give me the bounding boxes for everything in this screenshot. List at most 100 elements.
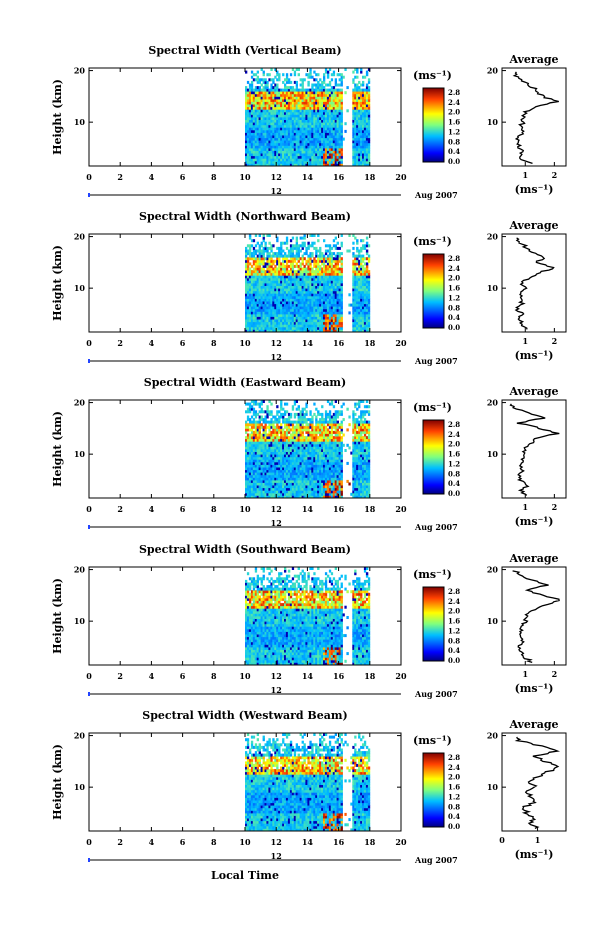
heatmap-cell <box>266 277 269 281</box>
heatmap-cell <box>291 290 295 294</box>
heatmap-cell <box>266 270 269 274</box>
heatmap-cell <box>266 80 269 84</box>
heatmap-cell <box>274 418 277 422</box>
heatmap-cell <box>352 301 355 305</box>
heatmap-cell <box>280 400 283 403</box>
heatmap-cell <box>358 145 361 149</box>
heatmap-cell <box>309 306 312 310</box>
heatmap-cell <box>309 114 312 118</box>
heatmap-cell <box>289 280 293 284</box>
heatmap-cell <box>245 420 248 424</box>
heatmap-cell <box>245 246 248 250</box>
heatmap-cell <box>246 160 250 164</box>
heatmap-cell <box>276 119 279 123</box>
heatmap-cell <box>258 446 261 450</box>
heatmap-cell <box>258 96 261 100</box>
heatmap-cell <box>248 469 252 473</box>
heatmap-cell <box>278 124 281 128</box>
heatmap-cell <box>305 137 308 141</box>
heatmap-cell <box>352 135 355 139</box>
heatmap-cell <box>262 459 265 463</box>
heatmap-cell <box>256 142 259 146</box>
heatmap-cell <box>307 308 310 312</box>
heatmap-cell <box>321 142 324 146</box>
heatmap-cell <box>262 293 265 297</box>
heatmap-cell <box>262 324 265 328</box>
heatmap-cell <box>317 135 320 139</box>
heatmap-cell <box>285 306 289 310</box>
heatmap-cell <box>289 137 293 141</box>
heatmap-cell <box>295 137 298 141</box>
heatmap-cell <box>328 252 332 256</box>
heatmap-cell <box>287 459 291 463</box>
heatmap-cell <box>266 456 269 460</box>
heatmap-cell <box>262 438 265 442</box>
heatmap-cell <box>258 124 261 128</box>
heatmap-cell <box>315 83 318 87</box>
heatmap-cell <box>245 272 248 276</box>
heatmap-cell <box>284 163 287 167</box>
heatmap-cell <box>254 129 258 133</box>
heatmap-cell <box>278 137 281 141</box>
heatmap-cell <box>264 127 267 131</box>
heatmap-cell <box>274 303 277 307</box>
heatmap-cell <box>311 270 314 274</box>
heatmap-cell <box>264 420 267 424</box>
heatmap-cell <box>299 285 302 289</box>
heatmap-cell <box>326 124 330 128</box>
heatmap-cell <box>287 285 291 289</box>
heatmap-cell <box>340 326 343 330</box>
heatmap-cell <box>340 129 343 133</box>
heatmap-cell <box>266 129 269 133</box>
heatmap-cell <box>289 485 293 489</box>
heatmap-cell <box>262 492 265 496</box>
heatmap-cell <box>248 280 252 284</box>
heatmap-cell <box>293 101 297 105</box>
heatmap-cell <box>352 132 355 136</box>
heatmap-cell <box>338 326 341 330</box>
heatmap-cell <box>266 487 269 491</box>
heatmap-cell <box>365 135 369 139</box>
heatmap-cell <box>280 153 283 157</box>
heatmap-cell <box>276 324 279 328</box>
heatmap-cell <box>250 252 254 256</box>
heatmap-cell <box>340 114 343 118</box>
heatmap-cell <box>354 283 357 286</box>
heatmap-cell <box>246 464 250 468</box>
heatmap-cell <box>280 482 283 486</box>
heatmap-cell <box>262 236 265 240</box>
heatmap-cell <box>293 106 297 110</box>
heatmap-cell <box>252 474 256 478</box>
heatmap-cell <box>293 147 297 151</box>
heatmap-cell <box>303 91 306 95</box>
heatmap-cell <box>321 122 324 126</box>
heatmap-cell <box>256 280 259 284</box>
heatmap-cell <box>252 456 256 460</box>
heatmap-cell <box>299 153 302 157</box>
heatmap-cell <box>297 492 300 496</box>
heatmap-cell <box>266 93 269 97</box>
heatmap-cell <box>252 137 256 141</box>
heatmap-cell <box>328 246 332 250</box>
heatmap-cell <box>291 311 295 315</box>
heatmap-cell <box>268 490 271 494</box>
heatmap-cell <box>245 127 248 131</box>
heatmap-cell <box>360 288 363 292</box>
heatmap-cell <box>266 438 269 442</box>
heatmap-cell <box>319 114 322 118</box>
heatmap-cell <box>299 425 302 429</box>
heatmap-cell <box>278 436 281 440</box>
heatmap-cell <box>365 153 369 157</box>
heatmap-cell <box>293 135 297 139</box>
heatmap-cell <box>362 129 365 133</box>
heatmap-cell <box>293 420 297 424</box>
heatmap-cell <box>299 301 302 305</box>
heatmap-cell <box>260 446 263 450</box>
heatmap-cell <box>311 160 314 164</box>
heatmap-cell <box>246 135 250 139</box>
heatmap-cell <box>278 451 281 455</box>
heatmap-cell <box>282 272 285 276</box>
heatmap-cell <box>358 147 361 151</box>
heatmap-cell <box>284 326 287 330</box>
heatmap-cell <box>324 135 328 139</box>
